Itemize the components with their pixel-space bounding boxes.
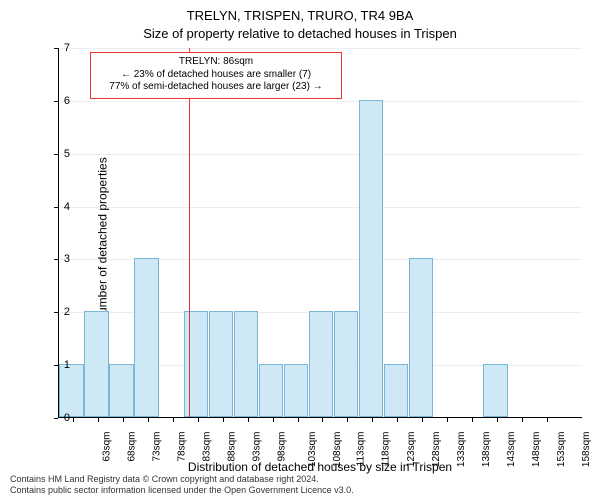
x-tick-mark	[397, 418, 398, 422]
histogram-bar-fill	[109, 364, 133, 417]
x-tick-label: 98sqm	[276, 432, 287, 462]
y-tick-label: 7	[50, 42, 70, 54]
histogram-bar-fill	[134, 258, 158, 417]
histogram-bar	[234, 311, 258, 417]
histogram-bar	[384, 364, 408, 417]
histogram-bar-fill	[359, 100, 383, 417]
y-tick-label: 3	[50, 253, 70, 265]
x-tick-mark	[273, 418, 274, 422]
histogram-bar	[59, 364, 83, 417]
y-tick-label: 1	[50, 359, 70, 371]
gridline	[59, 154, 582, 155]
histogram-bar	[209, 311, 233, 417]
annotation-box: TRELYN: 86sqm← 23% of detached houses ar…	[90, 52, 342, 99]
histogram-bar-fill	[59, 364, 83, 417]
y-tick-mark	[54, 312, 58, 313]
y-tick-label: 4	[50, 201, 70, 213]
histogram-bar	[284, 364, 308, 417]
histogram-bar-fill	[483, 364, 507, 417]
histogram-bar	[359, 100, 383, 417]
x-tick-mark	[298, 418, 299, 422]
y-tick-mark	[54, 365, 58, 366]
histogram-bar-fill	[284, 364, 308, 417]
x-axis-label: Distribution of detached houses by size …	[58, 460, 582, 474]
chart-title-sub: Size of property relative to detached ho…	[0, 26, 600, 41]
x-tick-label: 68sqm	[126, 432, 137, 462]
x-tick-mark	[223, 418, 224, 422]
x-tick-mark	[98, 418, 99, 422]
histogram-bar	[109, 364, 133, 417]
histogram-bar-fill	[209, 311, 233, 417]
x-tick-mark	[447, 418, 448, 422]
x-tick-label: 78sqm	[176, 432, 187, 462]
x-tick-mark	[148, 418, 149, 422]
histogram-bar-fill	[234, 311, 258, 417]
histogram-bar-fill	[259, 364, 283, 417]
x-tick-mark	[173, 418, 174, 422]
x-tick-label: 83sqm	[201, 432, 212, 462]
reference-line	[189, 48, 190, 417]
credits-line-2: Contains public sector information licen…	[10, 485, 354, 496]
y-tick-mark	[54, 207, 58, 208]
credits-line-1: Contains HM Land Registry data © Crown c…	[10, 474, 354, 485]
x-tick-mark	[522, 418, 523, 422]
credits: Contains HM Land Registry data © Crown c…	[10, 474, 354, 496]
y-tick-mark	[54, 418, 58, 419]
x-tick-label: 63sqm	[101, 432, 112, 462]
y-tick-mark	[54, 101, 58, 102]
annotation-line: 77% of semi-detached houses are larger (…	[97, 81, 335, 94]
histogram-bar	[84, 311, 108, 417]
x-tick-label: 158sqm	[581, 432, 592, 468]
y-tick-mark	[54, 154, 58, 155]
annotation-line: ← 23% of detached houses are smaller (7)	[97, 69, 335, 82]
histogram-bar	[334, 311, 358, 417]
histogram-bar	[409, 258, 433, 417]
y-tick-mark	[54, 259, 58, 260]
y-tick-label: 5	[50, 148, 70, 160]
gridline	[59, 207, 582, 208]
x-tick-label: 73sqm	[151, 432, 162, 462]
histogram-bar-fill	[384, 364, 408, 417]
gridline	[59, 101, 582, 102]
x-tick-mark	[198, 418, 199, 422]
x-tick-mark	[422, 418, 423, 422]
y-tick-label: 0	[50, 412, 70, 424]
x-tick-mark	[73, 418, 74, 422]
annotation-line: TRELYN: 86sqm	[97, 56, 335, 69]
x-tick-mark	[248, 418, 249, 422]
x-tick-mark	[472, 418, 473, 422]
gridline	[59, 48, 582, 49]
x-tick-mark	[347, 418, 348, 422]
histogram-bar-fill	[309, 311, 333, 417]
histogram-bar	[259, 364, 283, 417]
y-tick-mark	[54, 48, 58, 49]
y-tick-label: 2	[50, 306, 70, 318]
figure: TRELYN, TRISPEN, TRURO, TR4 9BA Size of …	[0, 0, 600, 500]
plot-area	[58, 48, 582, 418]
x-tick-mark	[123, 418, 124, 422]
x-tick-mark	[547, 418, 548, 422]
chart-title-main: TRELYN, TRISPEN, TRURO, TR4 9BA	[0, 8, 600, 23]
histogram-bar	[134, 258, 158, 417]
x-tick-label: 88sqm	[226, 432, 237, 462]
x-tick-mark	[372, 418, 373, 422]
x-tick-mark	[497, 418, 498, 422]
histogram-bar-fill	[409, 258, 433, 417]
x-tick-mark	[322, 418, 323, 422]
histogram-bar-fill	[334, 311, 358, 417]
histogram-bar-fill	[84, 311, 108, 417]
y-tick-label: 6	[50, 95, 70, 107]
x-tick-label: 93sqm	[251, 432, 262, 462]
histogram-bar	[309, 311, 333, 417]
histogram-bar	[483, 364, 507, 417]
histogram-bar-fill	[184, 311, 208, 417]
histogram-bar	[184, 311, 208, 417]
